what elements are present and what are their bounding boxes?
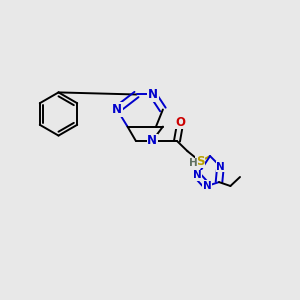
Text: N: N	[216, 161, 225, 172]
Text: N: N	[193, 170, 202, 181]
Text: N: N	[202, 181, 211, 191]
Text: S: S	[196, 155, 204, 168]
Text: H: H	[189, 158, 198, 169]
Text: O: O	[175, 116, 185, 129]
Text: N: N	[148, 88, 158, 101]
Text: N: N	[147, 134, 157, 148]
Text: N: N	[112, 103, 122, 116]
